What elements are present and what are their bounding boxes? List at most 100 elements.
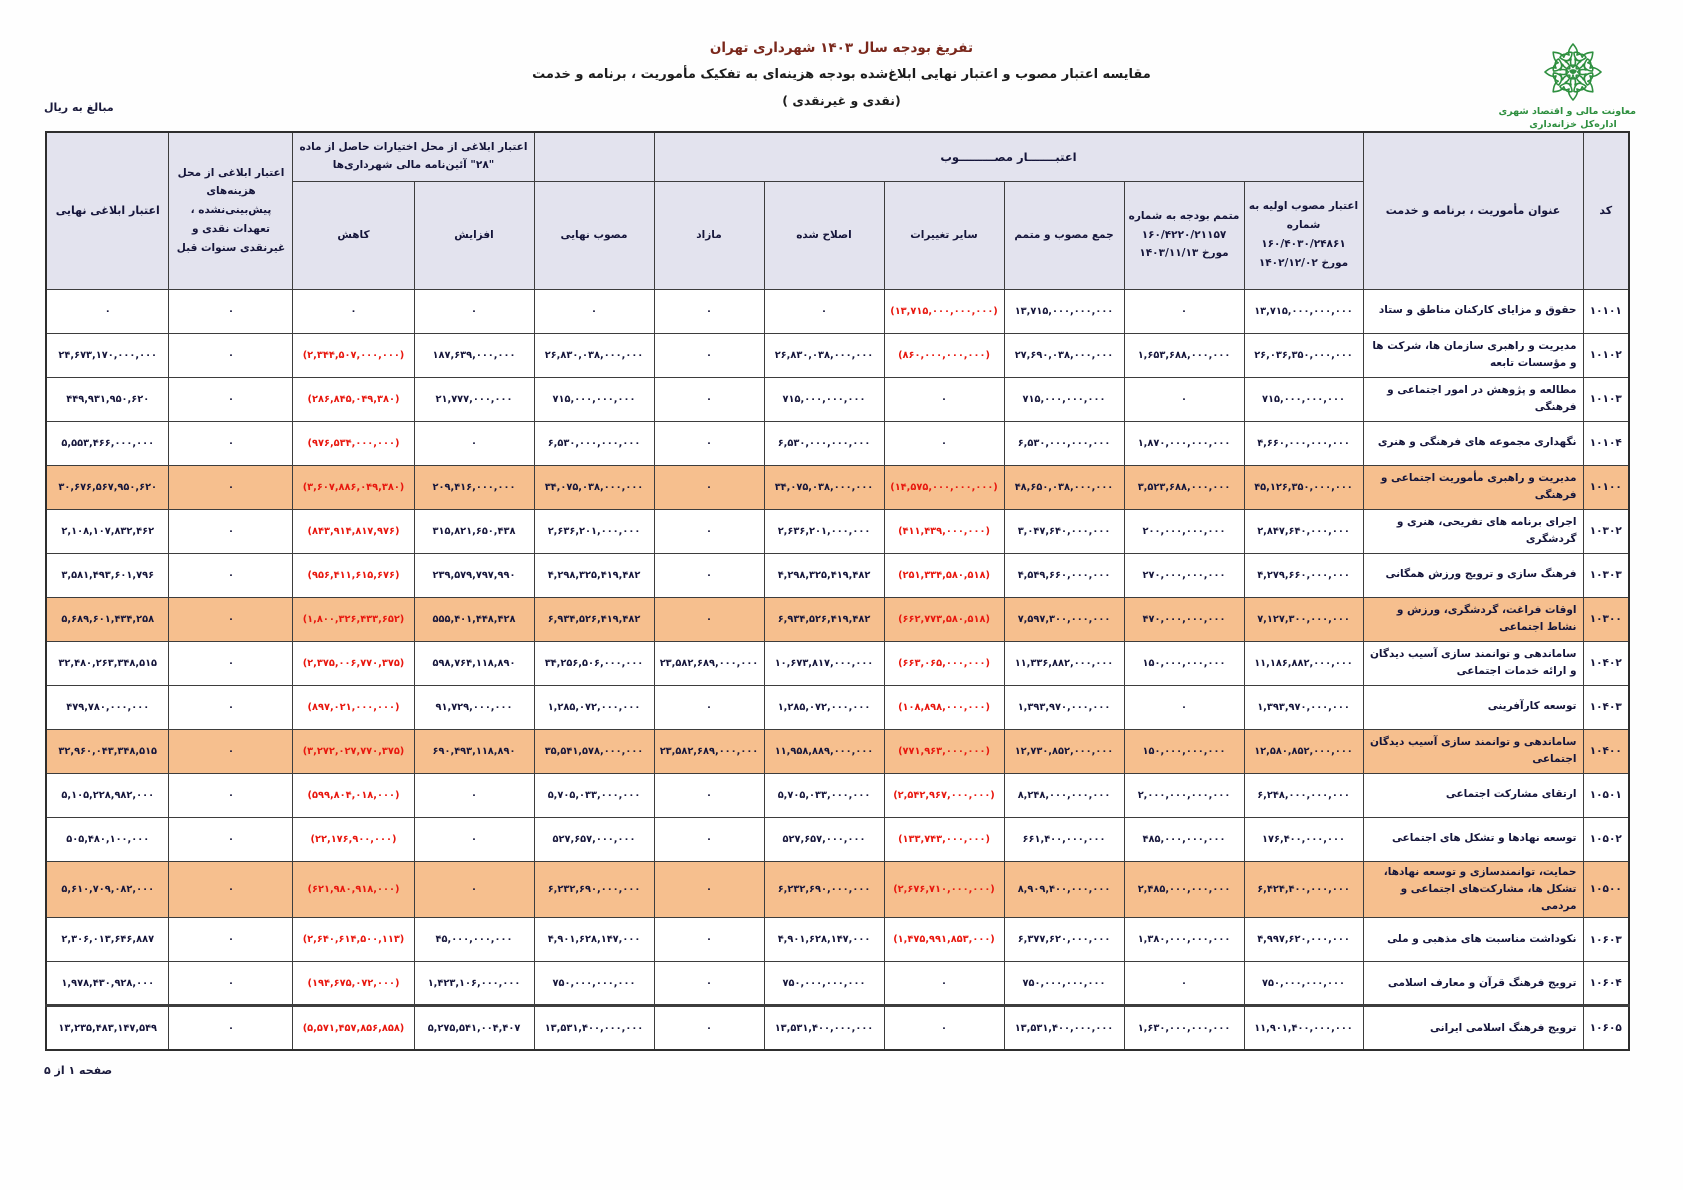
amount-cell: ۶,۲۳۲,۶۹۰,۰۰۰,۰۰۰ bbox=[763, 860, 885, 919]
amount-value: ۴,۹۰۱,۶۲۸,۱۴۷,۰۰۰ bbox=[547, 934, 641, 946]
amount-cell: ۵۲۷,۶۵۷,۰۰۰,۰۰۰ bbox=[763, 816, 885, 862]
amount-value: ۶,۲۴۸,۰۰۰,۰۰۰,۰۰۰ bbox=[1257, 789, 1350, 801]
amount-value: ۱۱,۱۸۶,۸۸۲,۰۰۰,۰۰۰ bbox=[1254, 657, 1353, 669]
amount-cell: ۱,۴۲۳,۱۰۶,۰۰۰,۰۰۰ bbox=[413, 961, 535, 1007]
document-subtitle: مقایسه اعتبار مصوب و اعتبار نهایی ابلاغ‌… bbox=[532, 67, 1151, 82]
amount-cell: ۲۶,۸۳۰,۰۳۸,۰۰۰,۰۰۰ bbox=[763, 332, 885, 378]
amount-value: ۶,۵۳۰,۰۰۰,۰۰۰,۰۰۰ bbox=[777, 437, 871, 449]
amount-cell: ۴۷۰,۰۰۰,۰۰۰,۰۰۰ bbox=[1123, 596, 1245, 642]
amount-value: ۰ bbox=[227, 393, 234, 405]
amount-cell: ۸,۲۴۸,۰۰۰,۰۰۰,۰۰۰ bbox=[1003, 772, 1125, 818]
amount-cell: ۰ bbox=[653, 332, 765, 378]
amount-cell: ۴۸۵,۰۰۰,۰۰۰,۰۰۰ bbox=[1123, 816, 1245, 862]
amount-cell: (۵۹۹,۸۰۴,۰۱۸,۰۰۰) bbox=[292, 772, 415, 818]
amount-value: ۷۵۰,۰۰۰,۰۰۰,۰۰۰ bbox=[1022, 977, 1106, 989]
row-title: مدیریت و راهبری سازمان ها، شرکت ها و مؤس… bbox=[1362, 332, 1584, 378]
amount-value: ۰ bbox=[706, 977, 712, 989]
row-title: ترویج فرهنگ اسلامی ایرانی bbox=[1362, 1004, 1584, 1051]
amount-cell: ۱۷۶,۴۰۰,۰۰۰,۰۰۰ bbox=[1243, 816, 1364, 862]
amount-value: ۱۳,۵۳۱,۴۰۰,۰۰۰,۰۰۰ bbox=[1014, 1022, 1114, 1034]
amount-cell: ۱۱,۹۰۱,۴۰۰,۰۰۰,۰۰۰ bbox=[1243, 1004, 1364, 1051]
amount-value: ۰ bbox=[706, 569, 712, 581]
amount-value: ۶,۳۷۷,۶۲۰,۰۰۰,۰۰۰ bbox=[1017, 934, 1111, 946]
amount-cell: ۰ bbox=[168, 640, 294, 686]
amount-cell: ۴,۹۹۷,۶۲۰,۰۰۰,۰۰۰ bbox=[1243, 917, 1364, 963]
amount-value: ۳۴,۰۷۵,۰۳۸,۰۰۰,۰۰۰ bbox=[774, 481, 874, 493]
table-body: ۱۰۱۰۱ حقوق و مزایای کارکنان مناطق و ستاد ۱… bbox=[45, 288, 1630, 1051]
amount-cell: ۲,۴۸۵,۰۰۰,۰۰۰,۰۰۰ bbox=[1123, 860, 1245, 919]
amount-value: ۱,۳۸۰,۰۰۰,۰۰۰,۰۰۰ bbox=[1137, 934, 1231, 946]
table-row: ۱۰۳۰۰ اوقات فراغت، گردشگری، ورزش و نشاط ا… bbox=[45, 596, 1630, 642]
amount-value: ۰ bbox=[941, 1022, 947, 1034]
amount-value: ۵,۵۵۳,۴۶۶,۰۰۰,۰۰۰ bbox=[61, 437, 155, 449]
amount-cell: ۰ bbox=[168, 728, 294, 774]
amount-cell: ۷,۱۲۷,۳۰۰,۰۰۰,۰۰۰ bbox=[1243, 596, 1364, 642]
amount-value: ۰ bbox=[706, 789, 712, 801]
amount-value: ۳۲,۹۶۰,۰۴۳,۳۴۸,۵۱۵ bbox=[58, 745, 158, 757]
amount-cell: ۱۱,۱۸۶,۸۸۲,۰۰۰,۰۰۰ bbox=[1243, 640, 1364, 686]
row-code: ۱۰۱۰۳ bbox=[1582, 376, 1630, 422]
amount-cell: (۲۵۱,۳۳۴,۵۸۰,۵۱۸) bbox=[883, 552, 1005, 598]
amount-cell: (۲,۳۴۴,۵۰۷,۰۰۰,۰۰۰) bbox=[292, 332, 415, 378]
amount-cell: ۷۱۵,۰۰۰,۰۰۰,۰۰۰ bbox=[1243, 376, 1364, 422]
amount-value: (۸۶۰,۰۰۰,۰۰۰,۰۰۰) bbox=[898, 349, 990, 361]
table-row: ۱۰۱۰۴ نگهداری مجموعه های فرهنگی و هنری ۴,۶… bbox=[45, 420, 1630, 466]
amount-value: ۱۳,۵۳۱,۴۰۰,۰۰۰,۰۰۰ bbox=[544, 1022, 644, 1034]
budget-table-wrapper: کد عنوان مأموریت ، برنامه و خدمت اعتبـــ… bbox=[44, 131, 1630, 1051]
amount-cell: ۱,۶۳۰,۰۰۰,۰۰۰,۰۰۰ bbox=[1123, 1004, 1245, 1051]
row-title: ساماندهی و توانمند سازی آسیب دیدگان اجتم… bbox=[1362, 728, 1584, 774]
amount-cell: (۸۴۳,۹۱۴,۸۱۷,۹۷۶) bbox=[292, 508, 415, 554]
amount-value: ۲۶,۸۳۰,۰۳۸,۰۰۰,۰۰۰ bbox=[544, 349, 644, 361]
amount-cell: ۵,۵۵۳,۴۶۶,۰۰۰,۰۰۰ bbox=[45, 420, 170, 466]
amount-value: (۱۰۸,۸۹۸,۰۰۰,۰۰۰) bbox=[898, 701, 990, 713]
amount-value: ۰ bbox=[706, 1022, 712, 1034]
amount-value: ۷۵۰,۰۰۰,۰۰۰,۰۰۰ bbox=[782, 977, 866, 989]
row-code: ۱۰۵۰۰ bbox=[1582, 860, 1630, 919]
row-title: فرهنگ سازی و ترویج ورزش همگانی bbox=[1362, 552, 1584, 598]
amount-value: (۲,۶۷۶,۷۱۰,۰۰۰,۰۰۰) bbox=[893, 883, 995, 895]
amount-cell: ۲۳,۵۸۲,۶۸۹,۰۰۰,۰۰۰ bbox=[653, 728, 765, 774]
amount-cell: ۱,۳۹۳,۹۷۰,۰۰۰,۰۰۰ bbox=[1243, 684, 1364, 730]
amount-cell: ۳۱۵,۸۲۱,۶۵۰,۴۳۸ bbox=[413, 508, 535, 554]
row-title: مطالعه و پژوهش در امور اجتماعی و فرهنگی bbox=[1362, 376, 1584, 422]
amount-value: ۶۶۱,۴۰۰,۰۰۰,۰۰۰ bbox=[1022, 833, 1106, 845]
amount-value: ۱۵۰,۰۰۰,۰۰۰,۰۰۰ bbox=[1142, 745, 1226, 757]
amount-cell: ۳,۵۲۳,۶۸۸,۰۰۰,۰۰۰ bbox=[1123, 464, 1245, 510]
amount-cell: ۴,۹۰۱,۶۲۸,۱۴۷,۰۰۰ bbox=[763, 917, 885, 963]
row-code: ۱۰۵۰۲ bbox=[1582, 816, 1630, 862]
amount-cell: ۰ bbox=[168, 816, 294, 862]
amount-cell: ۴۸,۶۵۰,۰۳۸,۰۰۰,۰۰۰ bbox=[1003, 464, 1125, 510]
amount-cell: (۹۷۶,۵۳۴,۰۰۰,۰۰۰) bbox=[292, 420, 415, 466]
amount-value: ۰ bbox=[350, 305, 357, 317]
amount-value: ۰ bbox=[706, 934, 712, 946]
amount-cell: (۱۴,۵۷۵,۰۰۰,۰۰۰,۰۰۰) bbox=[883, 464, 1005, 510]
amount-cell: ۱۰,۶۷۳,۸۱۷,۰۰۰,۰۰۰ bbox=[763, 640, 885, 686]
amount-cell: (۶۲۱,۹۸۰,۹۱۸,۰۰۰) bbox=[292, 860, 415, 919]
col-header-final-announced-credit: اعتبار ابلاغی نهایی bbox=[45, 131, 170, 290]
amount-cell: ۰ bbox=[653, 508, 765, 554]
row-title: ارتقای مشارکت اجتماعی bbox=[1362, 772, 1584, 818]
amount-cell: ۵,۶۸۹,۶۰۱,۴۳۴,۲۵۸ bbox=[45, 596, 170, 642]
amount-cell: ۰ bbox=[168, 917, 294, 963]
table-row: ۱۰۵۰۲ توسعه نهادها و تشکل های اجتماعی ۱۷۶,… bbox=[45, 816, 1630, 862]
row-code: ۱۰۳۰۰ bbox=[1582, 596, 1630, 642]
amount-value: (۶۶۲,۷۷۳,۵۸۰,۵۱۸) bbox=[898, 613, 990, 625]
amount-value: ۲۴,۶۷۳,۱۷۰,۰۰۰,۰۰۰ bbox=[58, 349, 158, 361]
amount-cell: (۸۶۰,۰۰۰,۰۰۰,۰۰۰) bbox=[883, 332, 1005, 378]
amount-cell: (۹۵۶,۴۱۱,۶۱۵,۶۷۶) bbox=[292, 552, 415, 598]
amount-cell: ۲,۱۰۸,۱۰۷,۸۳۲,۴۶۲ bbox=[45, 508, 170, 554]
table-row: ۱۰۳۰۳ فرهنگ سازی و ترویج ورزش همگانی ۴,۲۷۹… bbox=[45, 552, 1630, 598]
amount-cell: ۴,۲۹۸,۳۲۵,۴۱۹,۴۸۲ bbox=[763, 552, 885, 598]
row-title: اجرای برنامه های تفریحی، هنری و گردشگری bbox=[1362, 508, 1584, 554]
amount-value: ۰ bbox=[227, 349, 234, 361]
org-logo-block: معاونت مالی و اقتصاد شهری اداره‌کل خزانه… bbox=[1498, 42, 1637, 131]
amount-value: (۱,۴۷۵,۹۹۱,۸۵۳,۰۰۰) bbox=[893, 934, 995, 946]
org-name-line1: معاونت مالی و اقتصاد شهری bbox=[1498, 106, 1637, 117]
amount-cell: ۴,۲۷۹,۶۶۰,۰۰۰,۰۰۰ bbox=[1243, 552, 1364, 598]
amount-cell: ۱۵۰,۰۰۰,۰۰۰,۰۰۰ bbox=[1123, 640, 1245, 686]
amount-cell: ۳۰,۶۷۶,۵۶۷,۹۵۰,۶۲۰ bbox=[45, 464, 170, 510]
amount-value: ۵,۷۰۵,۰۳۳,۰۰۰,۰۰۰ bbox=[547, 789, 641, 801]
amount-cell: ۰ bbox=[1123, 961, 1245, 1007]
amount-value: ۰ bbox=[706, 525, 712, 537]
amount-cell: ۹۱,۷۲۹,۰۰۰,۰۰۰ bbox=[413, 684, 535, 730]
